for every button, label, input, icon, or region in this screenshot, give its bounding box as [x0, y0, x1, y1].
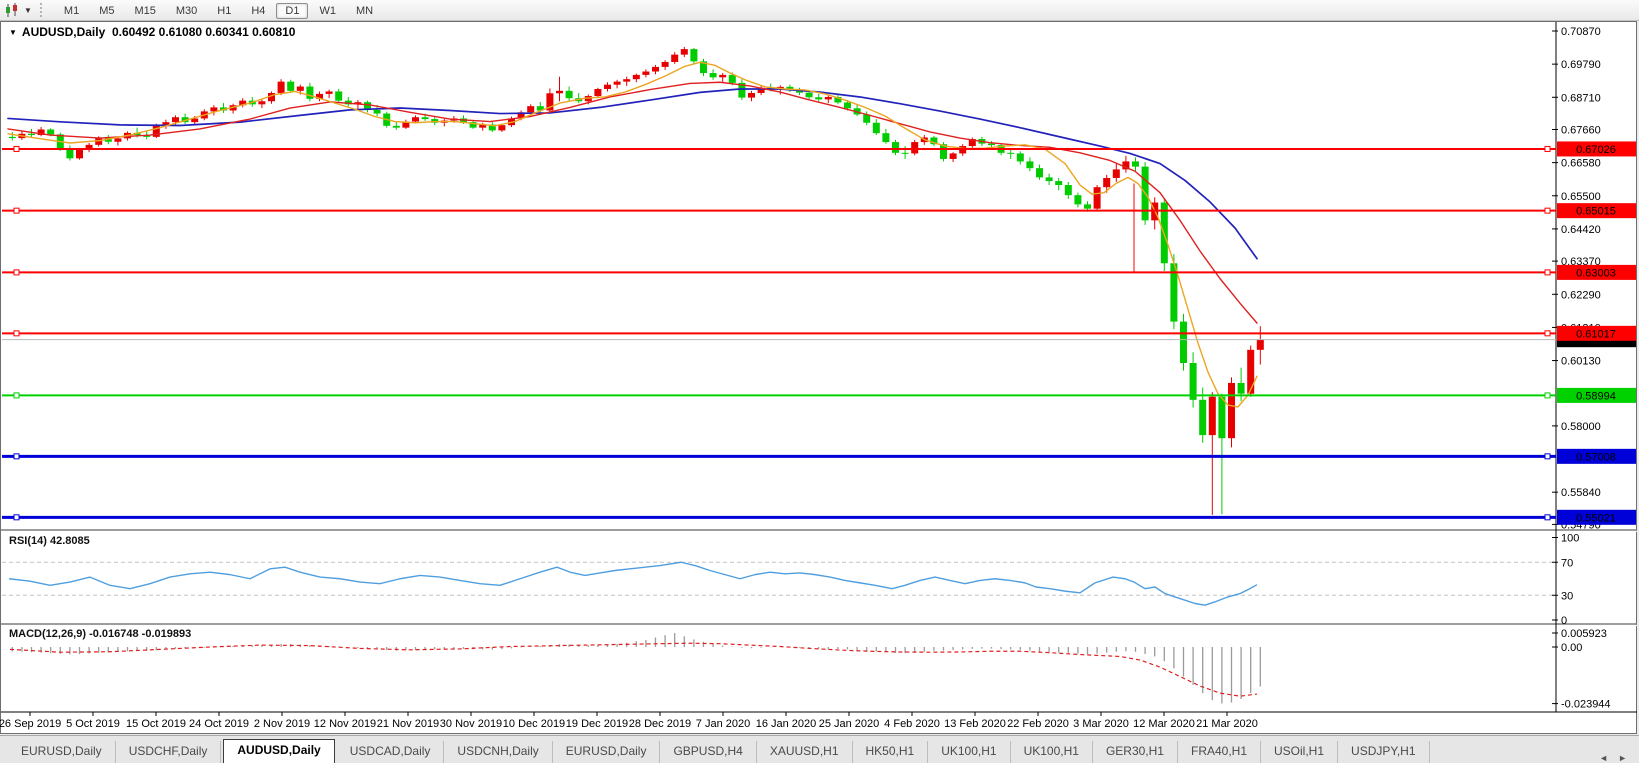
- macd-indicator-label: MACD(12,26,9) -0.016748 -0.019893: [9, 628, 192, 640]
- tab-usoil-h1[interactable]: USOil,H1: [1261, 741, 1339, 763]
- chart-menu-caret-icon[interactable]: ▼: [9, 28, 17, 37]
- timeframe-button-h4[interactable]: H4: [251, 5, 266, 17]
- tab-usdchf-daily[interactable]: USDCHF,Daily: [116, 741, 222, 763]
- tab-hk50-h1[interactable]: HK50,H1: [853, 741, 929, 763]
- tab-fra40-h1[interactable]: FRA40,H1: [1178, 741, 1262, 763]
- tab-usdjpy-h1[interactable]: USDJPY,H1: [1338, 741, 1430, 763]
- chart-type-icon[interactable]: [5, 2, 23, 18]
- chart-tabs: EURUSD,Daily USDCHF,Daily AUDUSD,Daily USDC…: [8, 739, 1430, 763]
- chart-title: ▼ AUDUSD,Daily 0.60492 0.61080 0.60341 0.…: [9, 25, 295, 39]
- tab-usdcnh-daily[interactable]: USDCNH,Daily: [444, 741, 553, 763]
- timeframe-button-m1[interactable]: M1: [63, 5, 80, 17]
- chart-type-caret-icon[interactable]: ▼: [24, 5, 32, 15]
- tab-gbpusd-h4[interactable]: GBPUSD,H4: [660, 741, 757, 763]
- timeframe-button-m5[interactable]: M5: [99, 5, 115, 17]
- chart-symbol: AUDUSD,Daily: [21, 25, 106, 39]
- chart-window[interactable]: [0, 21, 1637, 734]
- tab-scroll-arrows: ◄ ►: [1599, 753, 1639, 763]
- tab-uk100-h1[interactable]: UK100,H1: [1011, 741, 1093, 763]
- timeframe-button-mn[interactable]: MN: [355, 5, 374, 17]
- tab-eurusd-daily[interactable]: EURUSD,Daily: [553, 741, 661, 763]
- tab-audusd-daily[interactable]: AUDUSD,Daily: [223, 739, 335, 763]
- tabs-scroll-left-icon[interactable]: ◄: [1599, 753, 1609, 763]
- timeframe-button-h1[interactable]: H1: [217, 5, 232, 17]
- tab-uk100-h1[interactable]: UK100,H1: [928, 741, 1011, 763]
- tabs-scroll-right-icon[interactable]: ►: [1618, 753, 1627, 763]
- toolbar-grip[interactable]: [39, 3, 46, 17]
- tab-usdcad-daily[interactable]: USDCAD,Daily: [337, 741, 445, 763]
- chart-ohlc-values: 0.60492 0.61080 0.60341 0.60810: [111, 25, 296, 39]
- timeframe-button-m30[interactable]: M30: [175, 5, 198, 17]
- timeframe-button-m15[interactable]: M15: [134, 5, 156, 17]
- timeframe-button-w1[interactable]: W1: [319, 5, 336, 17]
- rsi-indicator-label: RSI(14) 42.8085: [9, 535, 90, 547]
- timeframe-buttons: M1 M5 M15 M30 H1 H4 D1 W1 MN: [54, 1, 383, 19]
- timeframe-button-d1[interactable]: D1: [276, 3, 309, 19]
- timeframe-toolbar: ▼ M1 M5 M15 M30 H1 H4 D1 W1 MN: [0, 0, 1639, 21]
- tab-xauusd-h1[interactable]: XAUUSD,H1: [757, 741, 853, 763]
- tab-eurusd-daily[interactable]: EURUSD,Daily: [8, 741, 116, 763]
- tab-ger30-h1[interactable]: GER30,H1: [1093, 741, 1178, 763]
- chart-tab-bar: EURUSD,Daily USDCHF,Daily AUDUSD,Daily USDC…: [0, 735, 1639, 763]
